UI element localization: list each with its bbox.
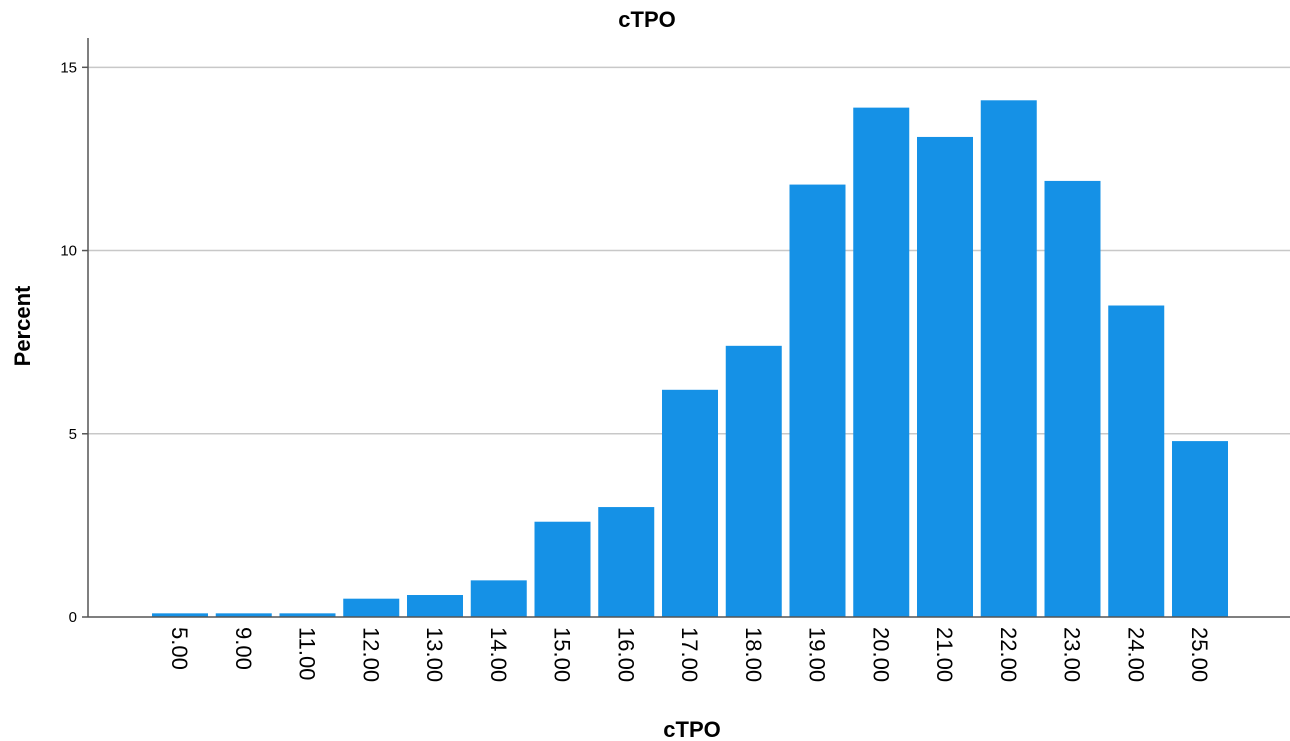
bar-15.00 xyxy=(534,521,591,617)
bar-24.00 xyxy=(1108,305,1165,617)
bar-9.00 xyxy=(215,613,272,617)
bar-11.00 xyxy=(279,613,336,617)
bars xyxy=(152,100,1228,617)
bar-12.00 xyxy=(343,598,400,617)
y-tick-labels: 0 5 10 15 xyxy=(60,59,77,626)
x-tick-label: 25.00 xyxy=(1187,627,1212,682)
y-tick-label: 5 xyxy=(69,426,77,443)
x-tick-label: 13.00 xyxy=(422,627,447,682)
bar-16.00 xyxy=(598,507,655,617)
x-tick-label: 9.00 xyxy=(231,627,256,670)
x-axis-title: cTPO xyxy=(663,717,720,741)
x-tick-label: 23.00 xyxy=(1060,627,1085,682)
x-tick-label: 19.00 xyxy=(805,627,830,682)
x-tick-label: 20.00 xyxy=(868,627,893,682)
x-tick-label: 16.00 xyxy=(613,627,638,682)
y-tick-label: 10 xyxy=(60,243,77,260)
x-tick-label: 22.00 xyxy=(996,627,1021,682)
x-tick-label: 11.00 xyxy=(295,627,320,680)
bar-5.00 xyxy=(152,613,208,617)
x-tick-label: 12.00 xyxy=(358,627,383,682)
bar-18.00 xyxy=(725,345,782,617)
y-tick-label: 0 xyxy=(69,609,77,626)
axes xyxy=(82,38,1290,618)
bar-14.00 xyxy=(470,580,527,617)
x-tick-label: 14.00 xyxy=(486,627,511,682)
x-tick-labels: 5.00 9.00 11.00 12.00 13.00 14.00 15.00 16.00 17… xyxy=(167,627,1212,682)
bar-17.00 xyxy=(662,389,718,617)
x-tick-label: 5.00 xyxy=(167,627,192,670)
bar-25.00 xyxy=(1172,441,1228,617)
y-axis-title: Percent xyxy=(10,285,35,366)
x-tick-label: 18.00 xyxy=(741,627,766,682)
bar-22.00 xyxy=(980,100,1037,617)
bar-19.00 xyxy=(789,184,846,617)
bar-21.00 xyxy=(917,136,973,617)
bar-20.00 xyxy=(853,107,910,617)
bar-13.00 xyxy=(407,595,463,617)
x-tick-label: 24.00 xyxy=(1123,627,1148,682)
x-tick-label: 15.00 xyxy=(550,627,575,682)
bar-23.00 xyxy=(1044,180,1101,617)
x-tick-label: 17.00 xyxy=(677,627,702,682)
y-tick-label: 15 xyxy=(60,59,77,76)
chart-title: cTPO xyxy=(618,7,675,32)
x-tick-label: 21.00 xyxy=(932,627,957,682)
